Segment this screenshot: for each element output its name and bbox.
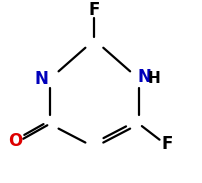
Text: F: F xyxy=(160,135,172,153)
Text: N: N xyxy=(35,70,48,88)
Text: O: O xyxy=(8,132,23,150)
Text: F: F xyxy=(88,1,100,19)
Text: N: N xyxy=(137,68,151,85)
Text: H: H xyxy=(147,71,160,86)
